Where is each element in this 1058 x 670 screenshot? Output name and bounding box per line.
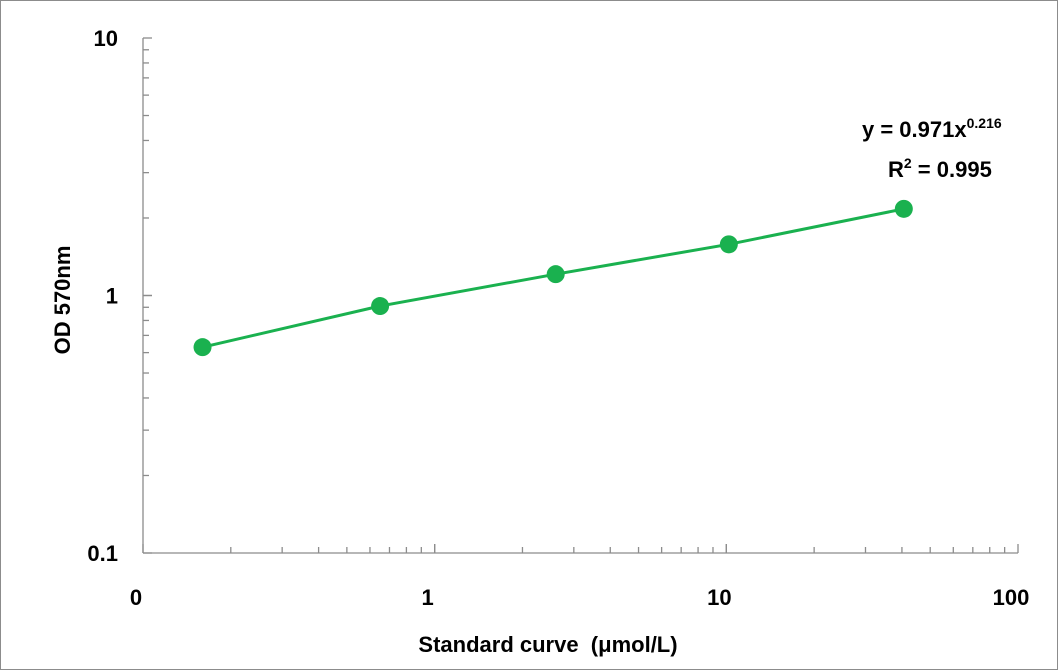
data-points (193, 199, 913, 357)
y-axis-title: OD 570nm (50, 246, 75, 355)
y-tick-label: 1 (106, 284, 118, 309)
trendline-equation: y = 0.971x0.216 (862, 115, 1002, 142)
x-axis-title: Standard curve (μmol/L) (418, 632, 677, 657)
data-point (193, 338, 212, 357)
r2-value: = 0.995 (912, 157, 992, 182)
equation-text: y = 0.971x (862, 117, 967, 142)
r-squared: R2 = 0.995 (888, 155, 992, 182)
y-tick-labels: 0.1 1 10 (87, 26, 118, 566)
x-tick-label: 1 (422, 585, 434, 610)
y-tick-label: 0.1 (87, 541, 118, 566)
equation-exponent: 0.216 (967, 115, 1002, 131)
y-tick-label: 10 (94, 26, 118, 51)
data-point (894, 199, 913, 218)
data-point (371, 297, 390, 316)
x-tick-label: 0 (130, 585, 142, 610)
x-tick-label: 100 (993, 585, 1030, 610)
x-tick-label: 10 (707, 585, 731, 610)
r2-label: R (888, 157, 904, 182)
r2-exponent: 2 (904, 155, 912, 171)
x-tick-labels: 0 1 10 100 (130, 585, 1029, 610)
data-point (719, 235, 738, 254)
data-point (546, 265, 565, 284)
minor-ticks (142, 37, 1019, 554)
